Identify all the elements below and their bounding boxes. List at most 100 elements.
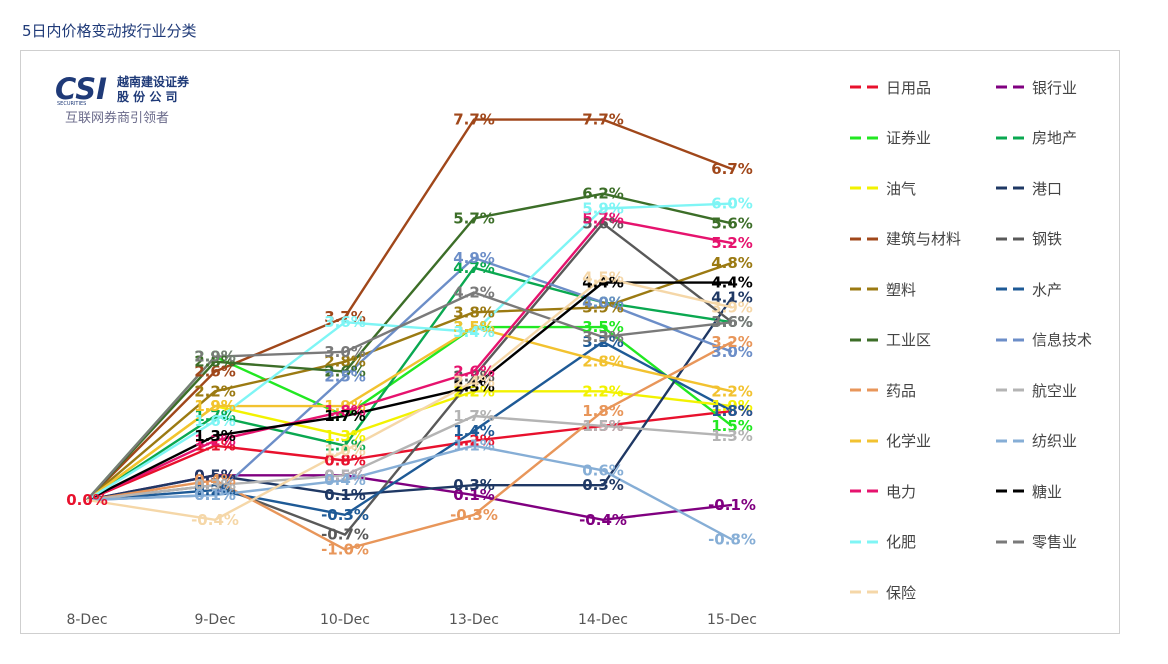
legend-label: 建筑与材料 [886, 228, 961, 249]
data-label: 2.9% [194, 348, 236, 366]
data-label: -0.3% [450, 506, 498, 524]
legend-item[interactable]: 证券业 [848, 127, 931, 149]
legend-label: 糖业 [1032, 481, 1062, 502]
legend-label: 日用品 [886, 77, 931, 98]
legend-label: 证券业 [886, 127, 931, 148]
data-label: 5.7% [453, 209, 495, 227]
legend-swatch-icon [848, 435, 882, 447]
data-label: 2.8% [582, 353, 624, 371]
data-label: 1.7% [453, 407, 495, 425]
series-line-6 [87, 120, 732, 500]
legend-label: 化学业 [886, 430, 931, 451]
data-label: -0.4% [579, 511, 627, 529]
legend-item[interactable]: 航空业 [994, 379, 1077, 401]
legend-item[interactable]: 化学业 [848, 430, 931, 452]
legend-label: 纺织业 [1032, 430, 1077, 451]
legend-swatch-icon [994, 283, 1028, 295]
legend-swatch-icon [994, 485, 1028, 497]
data-label: 3.0% [324, 343, 366, 361]
data-label: 0.1% [194, 486, 236, 504]
data-label: 2.4% [453, 372, 495, 390]
legend-swatch-icon [994, 132, 1028, 144]
data-label: 2.2% [711, 382, 753, 400]
data-label: 2.5% [324, 368, 366, 386]
data-label: 0.3% [453, 476, 495, 494]
data-label: 2.2% [582, 382, 624, 400]
legend-label: 房地产 [1032, 127, 1077, 148]
legend-swatch-icon [848, 485, 882, 497]
data-label: 7.7% [453, 111, 495, 129]
data-label: 0.0% [66, 491, 108, 509]
legend-swatch-icon [848, 182, 882, 194]
data-label: 0.4% [324, 471, 366, 489]
legend-item[interactable]: 工业区 [848, 329, 931, 351]
data-label: 5.9% [582, 200, 624, 218]
legend-swatch-icon [848, 536, 882, 548]
legend-item[interactable]: 糖业 [994, 480, 1062, 502]
legend-label: 信息技术 [1032, 329, 1092, 350]
legend-item[interactable]: 建筑与材料 [848, 228, 961, 250]
data-label: 0.6% [582, 461, 624, 479]
legend-label: 水产 [1032, 279, 1062, 300]
legend-item[interactable]: 纺织业 [994, 430, 1077, 452]
legend-label: 油气 [886, 178, 916, 199]
data-label: 1.6% [194, 412, 236, 430]
legend-swatch-icon [994, 233, 1028, 245]
legend-item[interactable]: 零售业 [994, 531, 1077, 553]
legend-item[interactable]: 化肥 [848, 531, 916, 553]
line-chart: 8-Dec 9-Dec 10-Dec 13-Dec 14-Dec 15-Dec0.0%1.… [0, 0, 1168, 664]
legend-label: 保险 [886, 582, 916, 603]
legend-label: 塑料 [886, 279, 916, 300]
legend-item[interactable]: 日用品 [848, 76, 931, 98]
x-tick-label: 8-Dec [66, 612, 107, 628]
data-label: 5.6% [711, 214, 753, 232]
legend-swatch-icon [994, 81, 1028, 93]
data-label: 3.6% [324, 313, 366, 331]
legend-item[interactable]: 保险 [848, 581, 916, 603]
legend-item[interactable]: 银行业 [994, 76, 1077, 98]
legend-item[interactable]: 药品 [848, 379, 916, 401]
legend-swatch-icon [994, 334, 1028, 346]
legend-swatch-icon [848, 384, 882, 396]
legend-item[interactable]: 油气 [848, 177, 916, 199]
x-tick-label: 14-Dec [578, 612, 628, 628]
data-label: 1.1% [453, 437, 495, 455]
legend-item[interactable]: 房地产 [994, 127, 1077, 149]
x-tick-label: 10-Dec [320, 612, 370, 628]
legend-swatch-icon [994, 384, 1028, 396]
data-label: 7.7% [582, 111, 624, 129]
data-label: 4.4% [711, 274, 753, 292]
data-label: 3.9% [711, 298, 753, 316]
data-label: -0.4% [191, 511, 239, 529]
data-label: -1.0% [321, 540, 369, 558]
data-label: -0.3% [321, 506, 369, 524]
x-tick-label: 13-Dec [449, 612, 499, 628]
legend-swatch-icon [848, 81, 882, 93]
legend-item[interactable]: 塑料 [848, 278, 916, 300]
legend-item[interactable]: 电力 [848, 480, 916, 502]
legend-item[interactable]: 水产 [994, 278, 1062, 300]
data-label: 1.5% [582, 417, 624, 435]
data-label: 6.7% [711, 160, 753, 178]
legend-label: 银行业 [1032, 77, 1077, 98]
legend-item[interactable]: 钢铁 [994, 228, 1062, 250]
legend-label: 零售业 [1032, 531, 1077, 552]
legend-swatch-icon [848, 283, 882, 295]
data-label: 1.0% [324, 442, 366, 460]
data-label: 4.2% [453, 284, 495, 302]
data-label: 5.2% [711, 234, 753, 252]
legend-label: 药品 [886, 380, 916, 401]
data-label: 4.8% [711, 254, 753, 272]
legend-label: 电力 [886, 481, 916, 502]
data-label: 1.8% [711, 402, 753, 420]
legend-label: 港口 [1032, 178, 1062, 199]
series-line-3 [87, 268, 732, 500]
series-line-8 [87, 263, 732, 500]
data-label: 4.5% [582, 269, 624, 287]
legend-item[interactable]: 信息技术 [994, 329, 1092, 351]
legend-swatch-icon [848, 132, 882, 144]
legend-item[interactable]: 港口 [994, 177, 1062, 199]
legend-label: 工业区 [886, 329, 931, 350]
legend-label: 钢铁 [1032, 228, 1062, 249]
data-label: 3.3% [582, 328, 624, 346]
